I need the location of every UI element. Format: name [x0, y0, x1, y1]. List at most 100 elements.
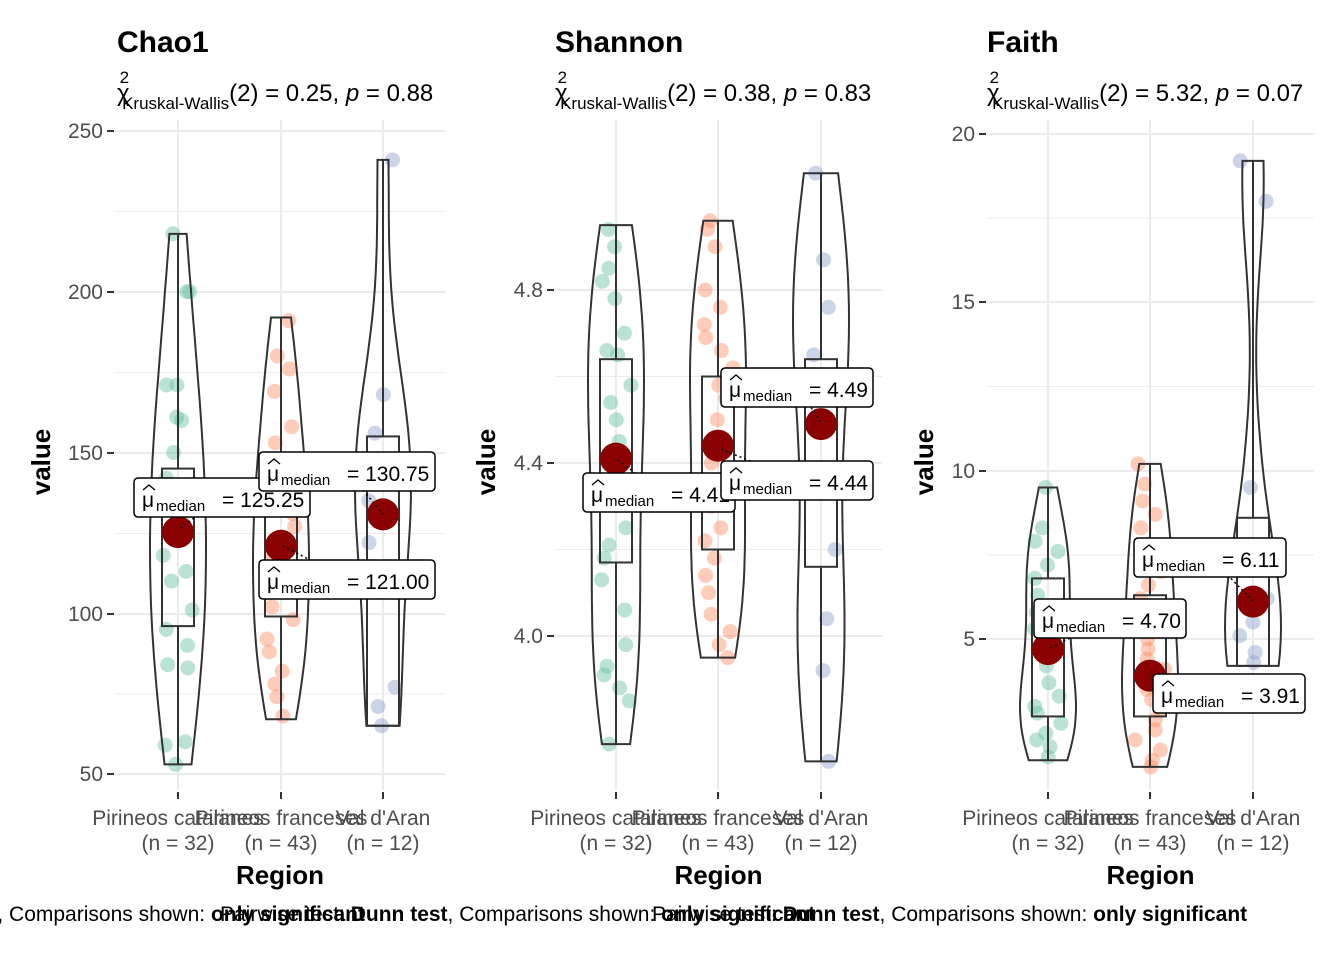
median-label-box [1152, 673, 1306, 714]
data-point [697, 282, 713, 298]
median-dot [1032, 633, 1064, 666]
data-point [607, 239, 623, 255]
data-point [269, 348, 285, 364]
median-label: μ median = 3.91 [1149, 673, 1306, 714]
mu-hat-symbol: μ [267, 463, 279, 486]
x-tick-count: (n = 43) [245, 832, 318, 855]
data-point [1042, 739, 1058, 755]
data-point [281, 361, 297, 377]
hat-icon [591, 479, 605, 486]
median-subscript: median [1175, 694, 1224, 711]
median-subscript: median [156, 498, 205, 515]
median-label: μ median = 4.70 [1033, 598, 1187, 650]
data-point [261, 644, 277, 660]
data-point [1152, 742, 1168, 758]
median-label: μ median = 4.44 [717, 447, 874, 501]
data-point [159, 377, 175, 393]
median-dot [367, 498, 399, 531]
mu-hat-symbol: μ [591, 484, 603, 507]
data-point [819, 611, 835, 627]
median-label-leader [717, 447, 798, 481]
caption-chao1: test, Comparisons shown: only significan… [0, 903, 365, 926]
median-subscript: median [743, 481, 792, 498]
median-value: = 125.25 [222, 489, 304, 512]
median-dot [702, 429, 734, 462]
data-point [722, 624, 738, 640]
data-point [617, 602, 633, 618]
median-dot [805, 408, 837, 441]
data-point [1247, 644, 1263, 660]
stat-subtitle: χ2 Kruskal-Wallis(2) = 5.32, p = 0.07 [987, 68, 1303, 113]
y-tick-label: 250 [68, 120, 103, 143]
data-point [157, 737, 173, 753]
data-point [1140, 577, 1156, 593]
data-point [1027, 698, 1043, 714]
y-axis-title: value [909, 429, 939, 496]
data-point [698, 330, 714, 346]
data-point [169, 377, 185, 393]
data-point [267, 676, 283, 692]
data-point [621, 693, 637, 709]
y-tick-label: 100 [68, 603, 103, 626]
data-point [697, 533, 713, 549]
data-point [1140, 641, 1156, 657]
x-tick-label: Pirineos catalanes [530, 807, 702, 830]
panel-title: Chao1 [117, 26, 209, 59]
panel-title: Faith [987, 26, 1059, 59]
data-point [177, 734, 193, 750]
x-tick-label: Pirineos catalanes [92, 807, 264, 830]
data-point [180, 660, 196, 676]
data-point [599, 658, 615, 674]
data-point [608, 412, 624, 428]
data-point [820, 299, 836, 315]
median-value: = 3.91 [1241, 685, 1300, 708]
hat-icon [267, 458, 281, 465]
median-label: μ median = 130.75 [258, 451, 436, 515]
x-tick-label: Pirineos catalanes [962, 807, 1134, 830]
data-point [1130, 456, 1146, 472]
data-point [623, 377, 639, 393]
data-point [169, 409, 185, 425]
x-tick-count: (n = 12) [1217, 832, 1290, 855]
data-point [259, 631, 275, 647]
panel-title: Shannon [555, 26, 683, 59]
data-point [1027, 533, 1043, 549]
median-dot [265, 529, 297, 562]
x-axis-title: Region [674, 860, 762, 890]
y-tick-label: 15 [952, 291, 975, 314]
data-point [184, 602, 200, 618]
caption-shannon: Pairwise test: Dunn test, Comparisons sh… [220, 903, 815, 926]
data-point [155, 547, 171, 563]
data-point [179, 637, 195, 653]
median-subscript: median [281, 472, 330, 489]
data-point [703, 606, 719, 622]
median-value: = 4.49 [809, 379, 868, 402]
data-point [1245, 614, 1261, 630]
x-tick-count: (n = 32) [142, 832, 215, 855]
median-label-box [720, 367, 874, 408]
data-point [1232, 153, 1248, 169]
x-axis-title: Region [1106, 860, 1194, 890]
data-point [1147, 722, 1163, 738]
data-point [618, 520, 634, 536]
median-dot [600, 442, 632, 475]
median-label-leader [280, 544, 348, 580]
data-point [696, 317, 712, 333]
hat-icon [729, 467, 743, 474]
panel-shannon: Shannon χ2 Kruskal-Wallis(2) = 0.38, p = 0… [471, 26, 882, 890]
y-tick-label: 10 [952, 460, 975, 483]
median-subscript: median [1056, 619, 1105, 636]
median-value: = 4.44 [809, 472, 868, 495]
median-label: μ median = 121.00 [258, 544, 436, 600]
data-point [827, 542, 843, 557]
data-point [815, 663, 831, 679]
data-point [816, 252, 832, 268]
data-point [599, 343, 615, 359]
data-point [1232, 628, 1248, 644]
median-label-box [258, 559, 436, 600]
data-point [361, 535, 377, 551]
panel-faith: Faith χ2 Kruskal-Wallis(2) = 5.32, p = 0.0… [909, 26, 1314, 890]
median-subscript: median [1156, 558, 1205, 575]
y-tick-label: 5 [963, 628, 975, 651]
